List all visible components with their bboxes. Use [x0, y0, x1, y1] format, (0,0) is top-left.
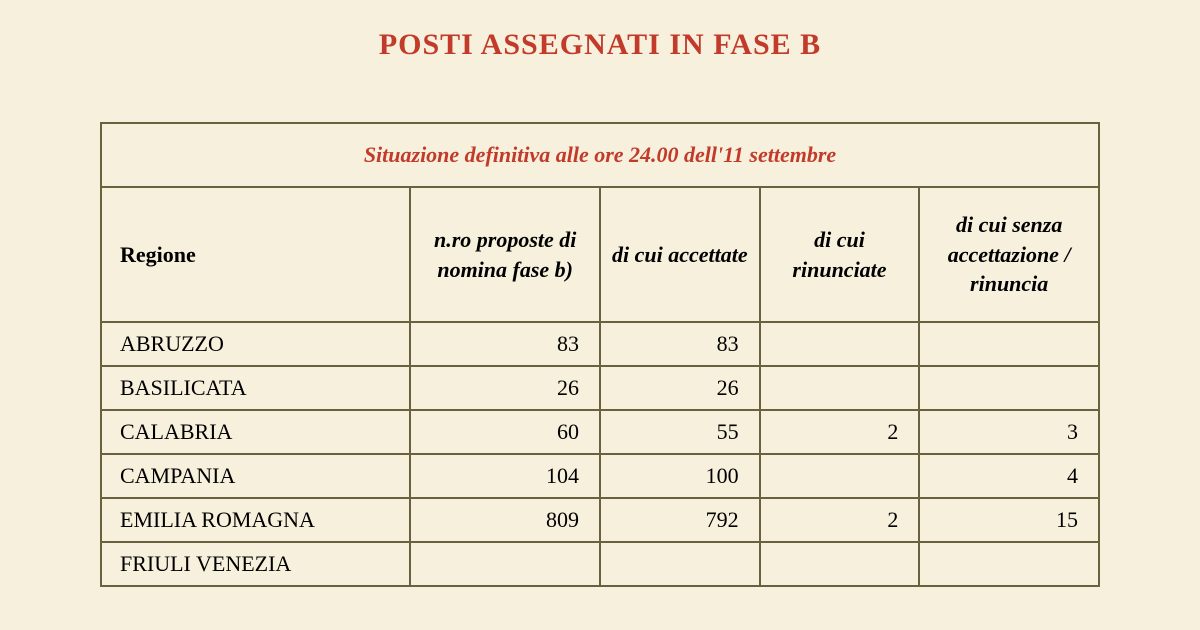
cell-rinunciate: 2 — [760, 498, 920, 542]
cell-accettate: 792 — [600, 498, 760, 542]
col-header-rinunciate: di cui rinunciate — [760, 187, 920, 322]
data-table: Situazione definitiva alle ore 24.00 del… — [100, 122, 1100, 587]
cell-accettate: 55 — [600, 410, 760, 454]
col-header-regione: Regione — [101, 187, 410, 322]
cell-accettate: 26 — [600, 366, 760, 410]
cell-senza: 15 — [919, 498, 1099, 542]
cell-senza — [919, 366, 1099, 410]
table-row: ABRUZZO 83 83 — [101, 322, 1099, 366]
cell-rinunciate — [760, 454, 920, 498]
col-header-proposte: n.ro proposte di nomina fase b) — [410, 187, 600, 322]
table-row: FRIULI VENEZIA — [101, 542, 1099, 586]
cell-rinunciate — [760, 322, 920, 366]
col-header-accettate: di cui accettate — [600, 187, 760, 322]
cell-accettate: 83 — [600, 322, 760, 366]
table-header-row: Regione n.ro proposte di nomina fase b) … — [101, 187, 1099, 322]
cell-accettate — [600, 542, 760, 586]
cell-proposte: 83 — [410, 322, 600, 366]
table-row: CAMPANIA 104 100 4 — [101, 454, 1099, 498]
cell-senza — [919, 322, 1099, 366]
cell-senza: 4 — [919, 454, 1099, 498]
cell-regione: BASILICATA — [101, 366, 410, 410]
cell-rinunciate — [760, 366, 920, 410]
cell-regione: FRIULI VENEZIA — [101, 542, 410, 586]
cell-proposte: 60 — [410, 410, 600, 454]
cell-regione: CAMPANIA — [101, 454, 410, 498]
col-header-senza: di cui senza accettazione / rinuncia — [919, 187, 1099, 322]
cell-regione: EMILIA ROMAGNA — [101, 498, 410, 542]
cell-senza — [919, 542, 1099, 586]
table-row: EMILIA ROMAGNA 809 792 2 15 — [101, 498, 1099, 542]
cell-accettate: 100 — [600, 454, 760, 498]
table-container: Situazione definitiva alle ore 24.00 del… — [100, 122, 1100, 587]
cell-proposte: 809 — [410, 498, 600, 542]
cell-rinunciate: 2 — [760, 410, 920, 454]
cell-proposte — [410, 542, 600, 586]
cell-proposte: 26 — [410, 366, 600, 410]
page: POSTI ASSEGNATI IN FASE B Situazione def… — [0, 0, 1200, 630]
cell-proposte: 104 — [410, 454, 600, 498]
cell-senza: 3 — [919, 410, 1099, 454]
table-caption-row: Situazione definitiva alle ore 24.00 del… — [101, 123, 1099, 187]
table-row: BASILICATA 26 26 — [101, 366, 1099, 410]
cell-regione: CALABRIA — [101, 410, 410, 454]
table-row: CALABRIA 60 55 2 3 — [101, 410, 1099, 454]
table-caption: Situazione definitiva alle ore 24.00 del… — [101, 123, 1099, 187]
page-title: POSTI ASSEGNATI IN FASE B — [0, 28, 1200, 62]
cell-rinunciate — [760, 542, 920, 586]
cell-regione: ABRUZZO — [101, 322, 410, 366]
